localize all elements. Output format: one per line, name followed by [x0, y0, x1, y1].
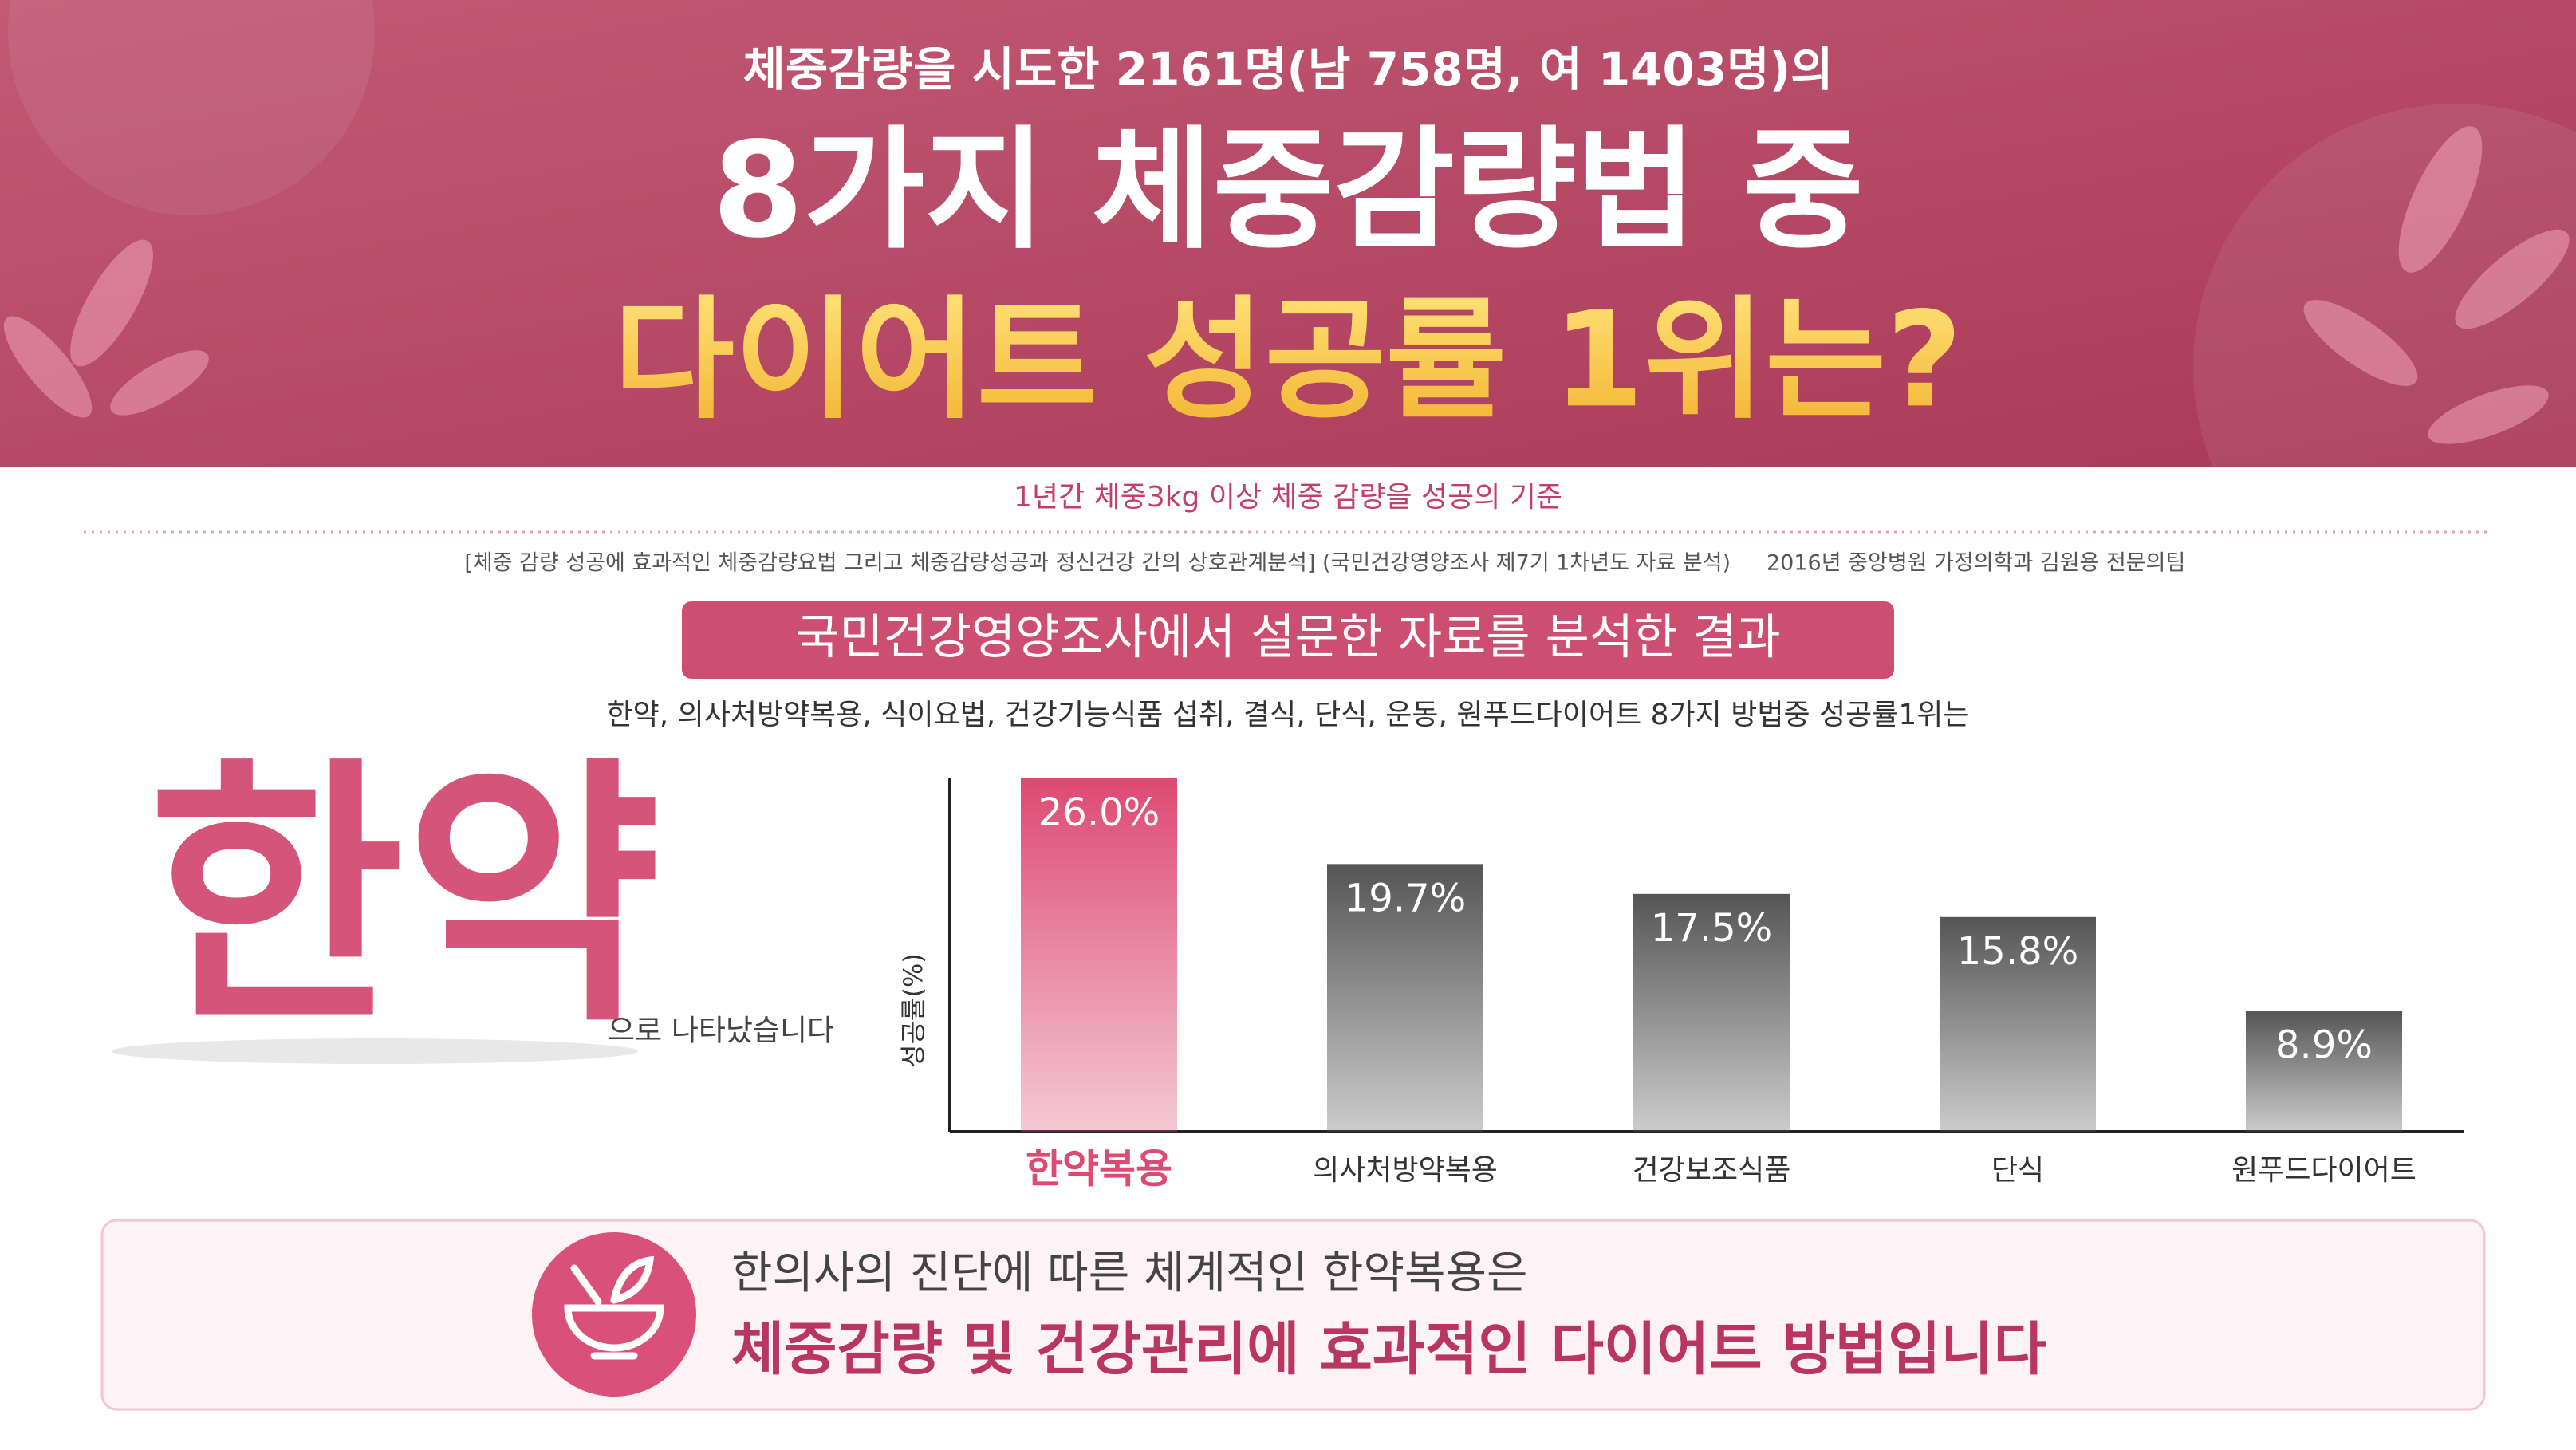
bar: [1633, 893, 1790, 1132]
conclusion-line1: 한의사의 진단에 따른 체계적인 한약복용은: [731, 1247, 1528, 1299]
mortar-icon: [564, 1255, 664, 1360]
bar: [1327, 864, 1483, 1132]
bar: [1021, 778, 1177, 1132]
banner-box: [682, 601, 1894, 679]
bar-chart: 성공률(%) 26.0% 한약복용 19.7% 의사처방약복용 17.5% 건강보조식품 15…: [898, 778, 2464, 1192]
x-tick-label: 의사처방약복용: [1313, 1154, 1498, 1187]
x-tick-label: 원푸드다이어트: [2231, 1154, 2416, 1187]
value-label: 17.5%: [1651, 906, 1772, 951]
conclusion-line2: 체중감량 및 건강관리에 효과적인 다이어트 방법입니다: [731, 1316, 2046, 1383]
answer-suffix: 으로 나타났습니다: [608, 1014, 834, 1048]
source-authors: 2016년 중앙병원 가정의학과 김원용 전문의팀: [1767, 551, 2185, 576]
x-tick-label: 건강보조식품: [1633, 1154, 1791, 1187]
source-study: [체중 감량 성공에 효과적인 체중감량요법 그리고 체중감량성공과 정신건강 …: [464, 551, 1731, 576]
title-line1: 8가지 체중감량법 중: [712, 113, 1864, 266]
criterion: 1년간 체중3kg 이상 체중 감량을 성공의 기준: [1014, 481, 1562, 514]
header-deco: [8, 0, 375, 215]
icon-circle: [532, 1232, 696, 1397]
title-line2: 다이어트 성공률 1위는?: [613, 283, 1963, 436]
methods-text: 한약, 의사처방약복용, 식이요법, 건강기능식품 섭취, 결식, 단식, 운동…: [606, 699, 1969, 731]
value-label: 26.0%: [1038, 790, 1160, 835]
value-label: 19.7%: [1345, 876, 1466, 920]
value-label: 8.9%: [2275, 1022, 2373, 1067]
banner: 국민건강영양조사에서 설문한 자료를 분석한 결과: [795, 610, 1781, 666]
value-label: 15.8%: [1957, 929, 2078, 974]
x-tick-label: 단식: [1991, 1154, 2044, 1187]
answer-shadow: [112, 1038, 638, 1064]
conclusion-box: [100, 1219, 2486, 1411]
leaf-left: [3, 239, 209, 418]
leaf-right: [2303, 126, 2570, 444]
bar: [2246, 1011, 2402, 1132]
x-tick-label: 한약복용: [1026, 1146, 1172, 1192]
bar: [1940, 916, 2096, 1132]
header-band: [0, 0, 2576, 467]
y-axis-label: 성공률(%): [898, 953, 928, 1068]
answer-word: 한약: [148, 735, 661, 1060]
intro: 체중감량을 시도한 2161명(남 758명, 여 1403명)의: [743, 42, 1834, 97]
